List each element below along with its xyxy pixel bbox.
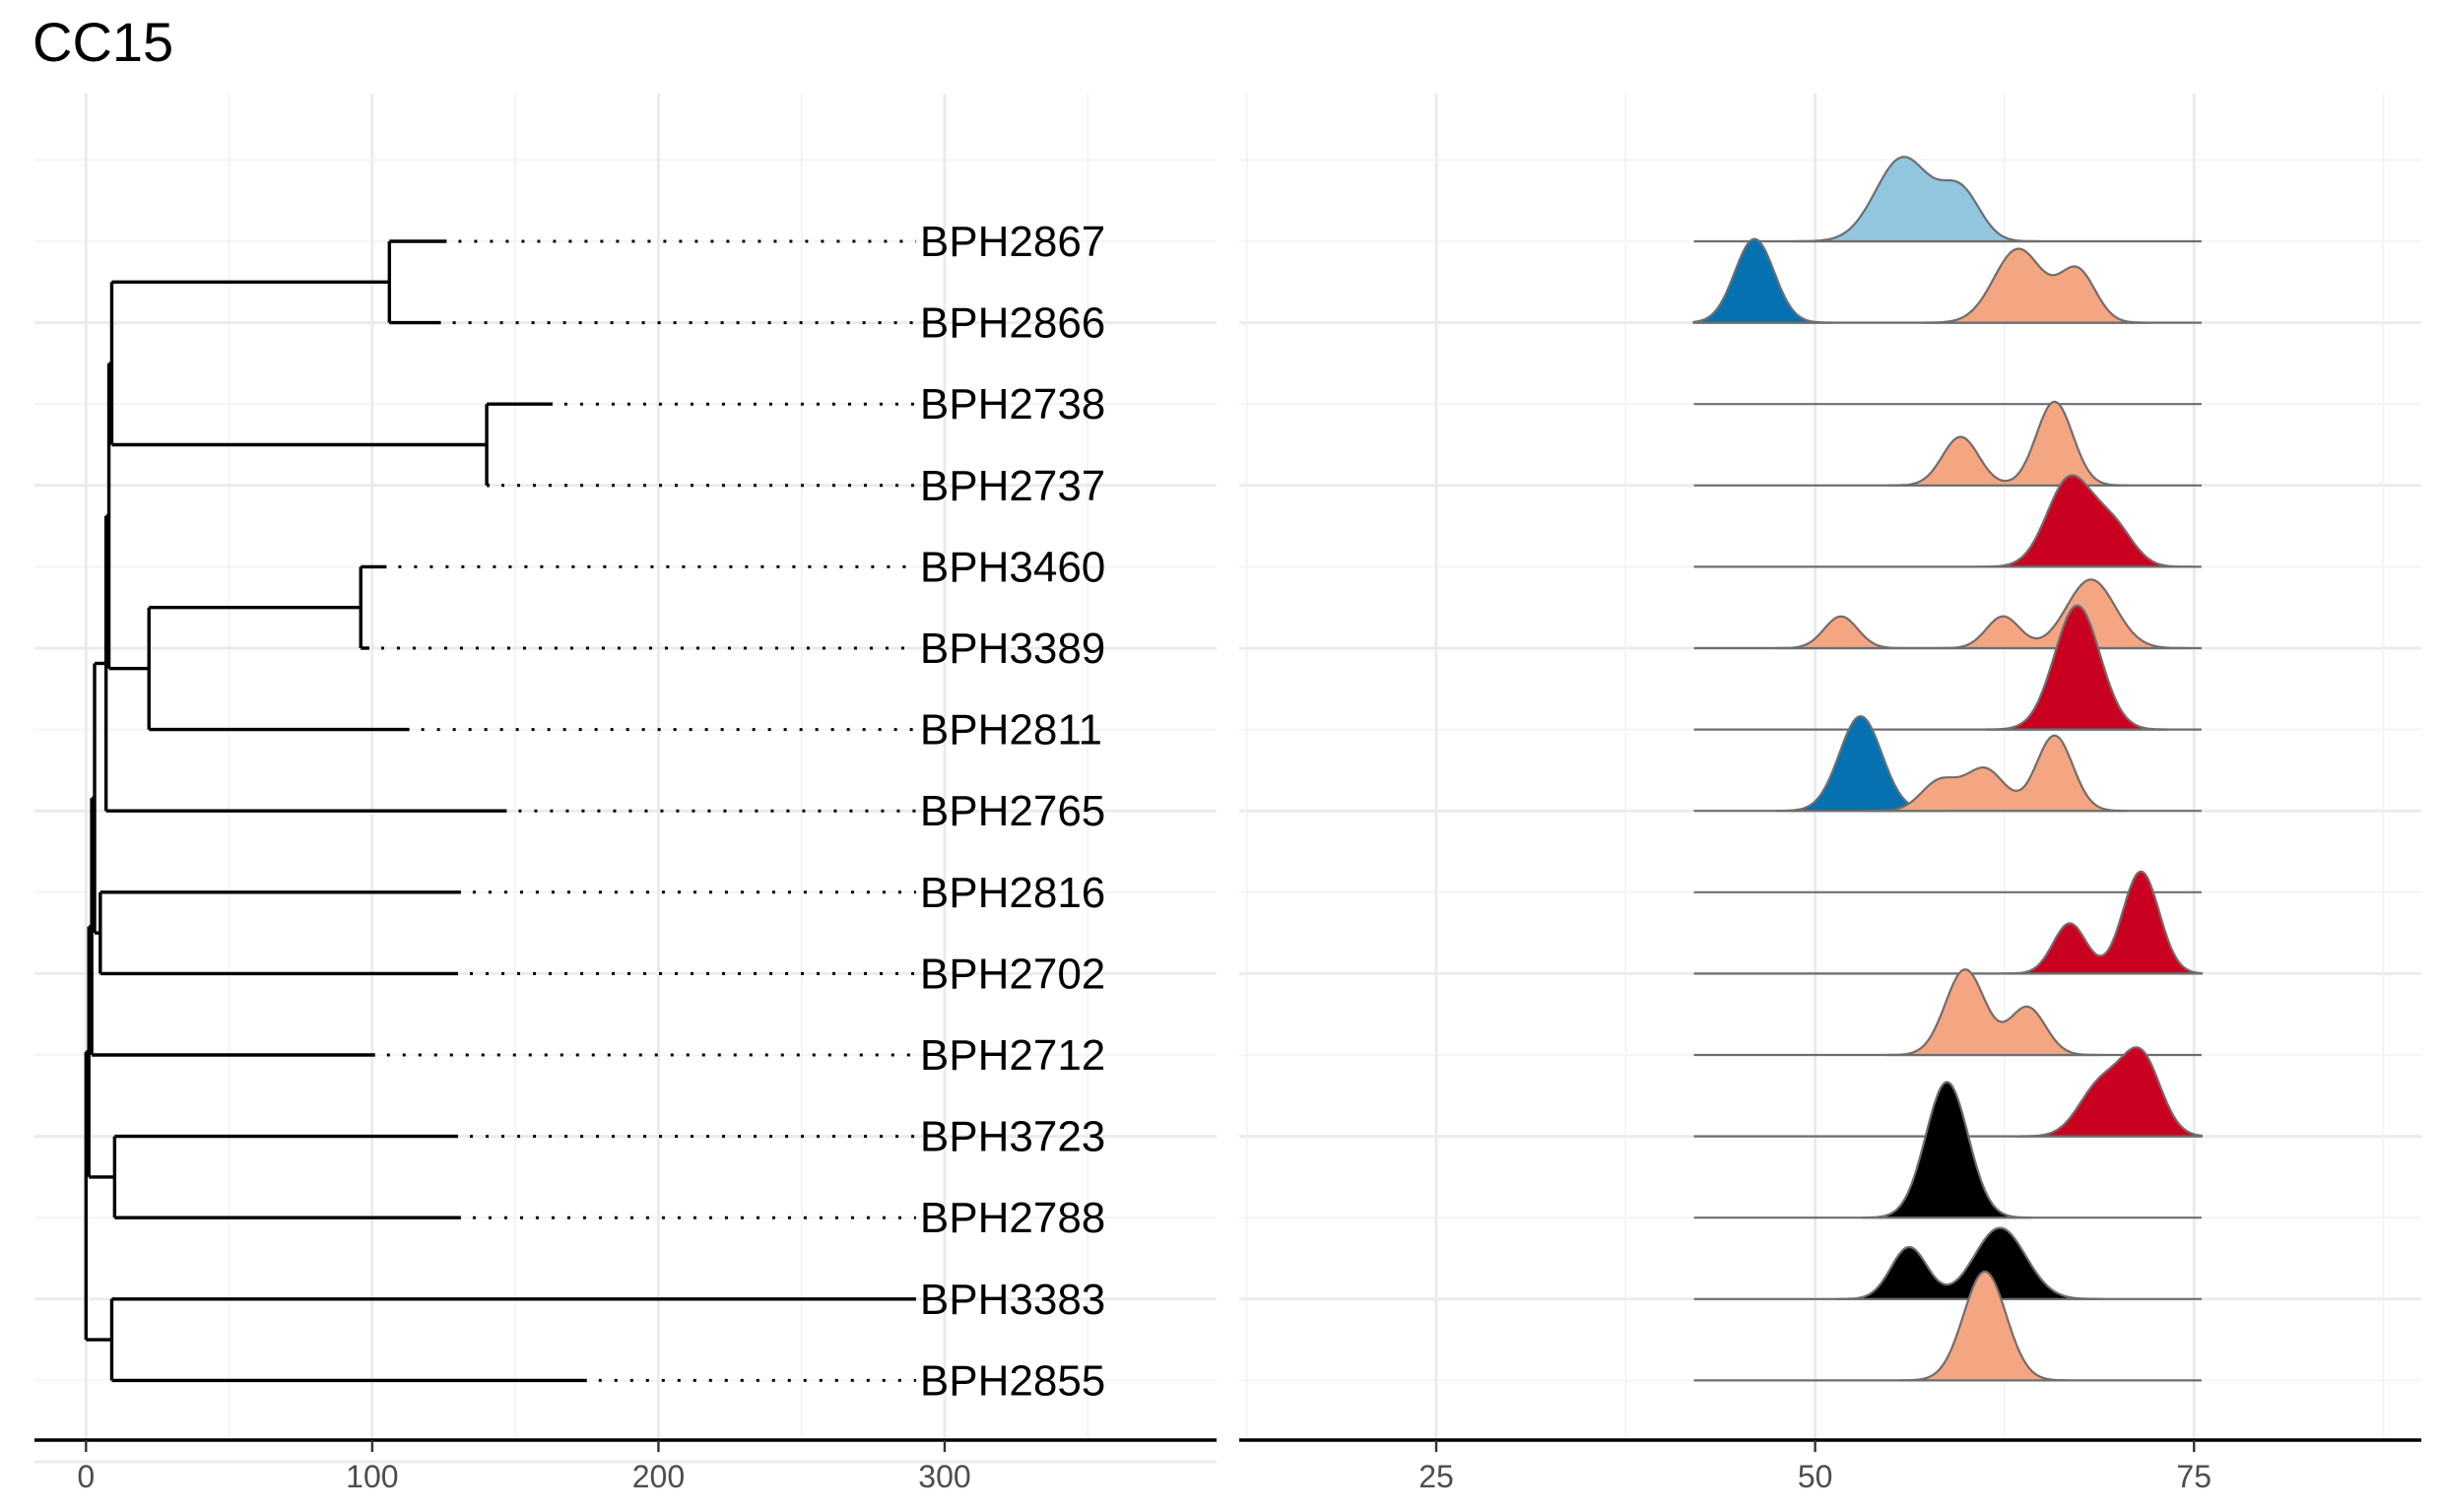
ridge-row	[1693, 474, 2202, 568]
tip-label: BPH2816	[920, 869, 1105, 917]
ridge-row	[1693, 714, 2202, 813]
tip-label: BPH3383	[920, 1276, 1105, 1324]
ridge-row	[1693, 968, 2202, 1057]
tip-label: BPH2866	[920, 299, 1105, 348]
tree-x-tick-label: 300	[918, 1459, 970, 1494]
density-ridge-red	[1978, 474, 2193, 568]
tip-label: BPH3460	[920, 543, 1105, 591]
tip-label: BPH2788	[920, 1194, 1105, 1242]
tip-label: BPH3723	[920, 1113, 1105, 1161]
tree-x-tick-label: 100	[346, 1459, 398, 1494]
density-ridge-salmon	[1885, 968, 2100, 1057]
density-ridge-red	[2003, 870, 2203, 975]
density-ridge-light-blue	[1794, 156, 2040, 243]
tip-label: BPH2811	[920, 706, 1102, 755]
tip-label: BPH2867	[920, 218, 1105, 266]
tree-panel: 0 100 200 300 BPH2867 BPH2866 BPH2738 BPH2737 BP…	[34, 94, 1217, 1494]
density-ridge-black	[1836, 1226, 2103, 1300]
density-ridge-red	[2014, 1046, 2203, 1138]
tip-label: BPH2738	[920, 380, 1105, 428]
ridge-panel: 25 50 75	[1239, 94, 2421, 1494]
tree-x-tick-label: 200	[632, 1459, 685, 1494]
density-ridge-salmon	[1899, 1270, 2071, 1382]
chart-title: CC15	[33, 11, 173, 73]
ridge-row	[1693, 604, 2202, 731]
density-ridge-salmon	[1774, 578, 2189, 650]
ridge-row	[1693, 156, 2202, 243]
tip-label: BPH2702	[920, 950, 1105, 998]
ridge-row	[1693, 1226, 2202, 1300]
density-ridge-salmon	[1921, 247, 2150, 324]
density-ridge-dark-blue	[1692, 237, 1834, 324]
density-ridge-salmon	[1866, 734, 2128, 813]
density-ridge-salmon	[1887, 400, 2128, 487]
ridge-row	[1692, 237, 2202, 324]
tip-label: BPH2765	[920, 787, 1105, 835]
density-ridge-black	[1862, 1081, 2032, 1219]
ridge-row	[1693, 870, 2203, 975]
ridge-row	[1693, 1270, 2202, 1382]
ridge-x-tick-label: 75	[2176, 1459, 2212, 1494]
ridge-row	[1693, 400, 2202, 487]
ridge-row	[1693, 1081, 2202, 1219]
ridge-x-tick-label: 25	[1419, 1459, 1454, 1494]
tree-x-tick-label: 0	[77, 1459, 95, 1494]
tip-label: BPH2737	[920, 462, 1105, 510]
density-ridge-red	[1986, 604, 2169, 731]
tip-label: BPH2855	[920, 1356, 1105, 1405]
ridge-x-tick-label: 50	[1798, 1459, 1833, 1494]
ridge-row	[1693, 578, 2202, 650]
tip-label: BPH2712	[920, 1031, 1105, 1080]
tip-label: BPH3389	[920, 625, 1105, 673]
